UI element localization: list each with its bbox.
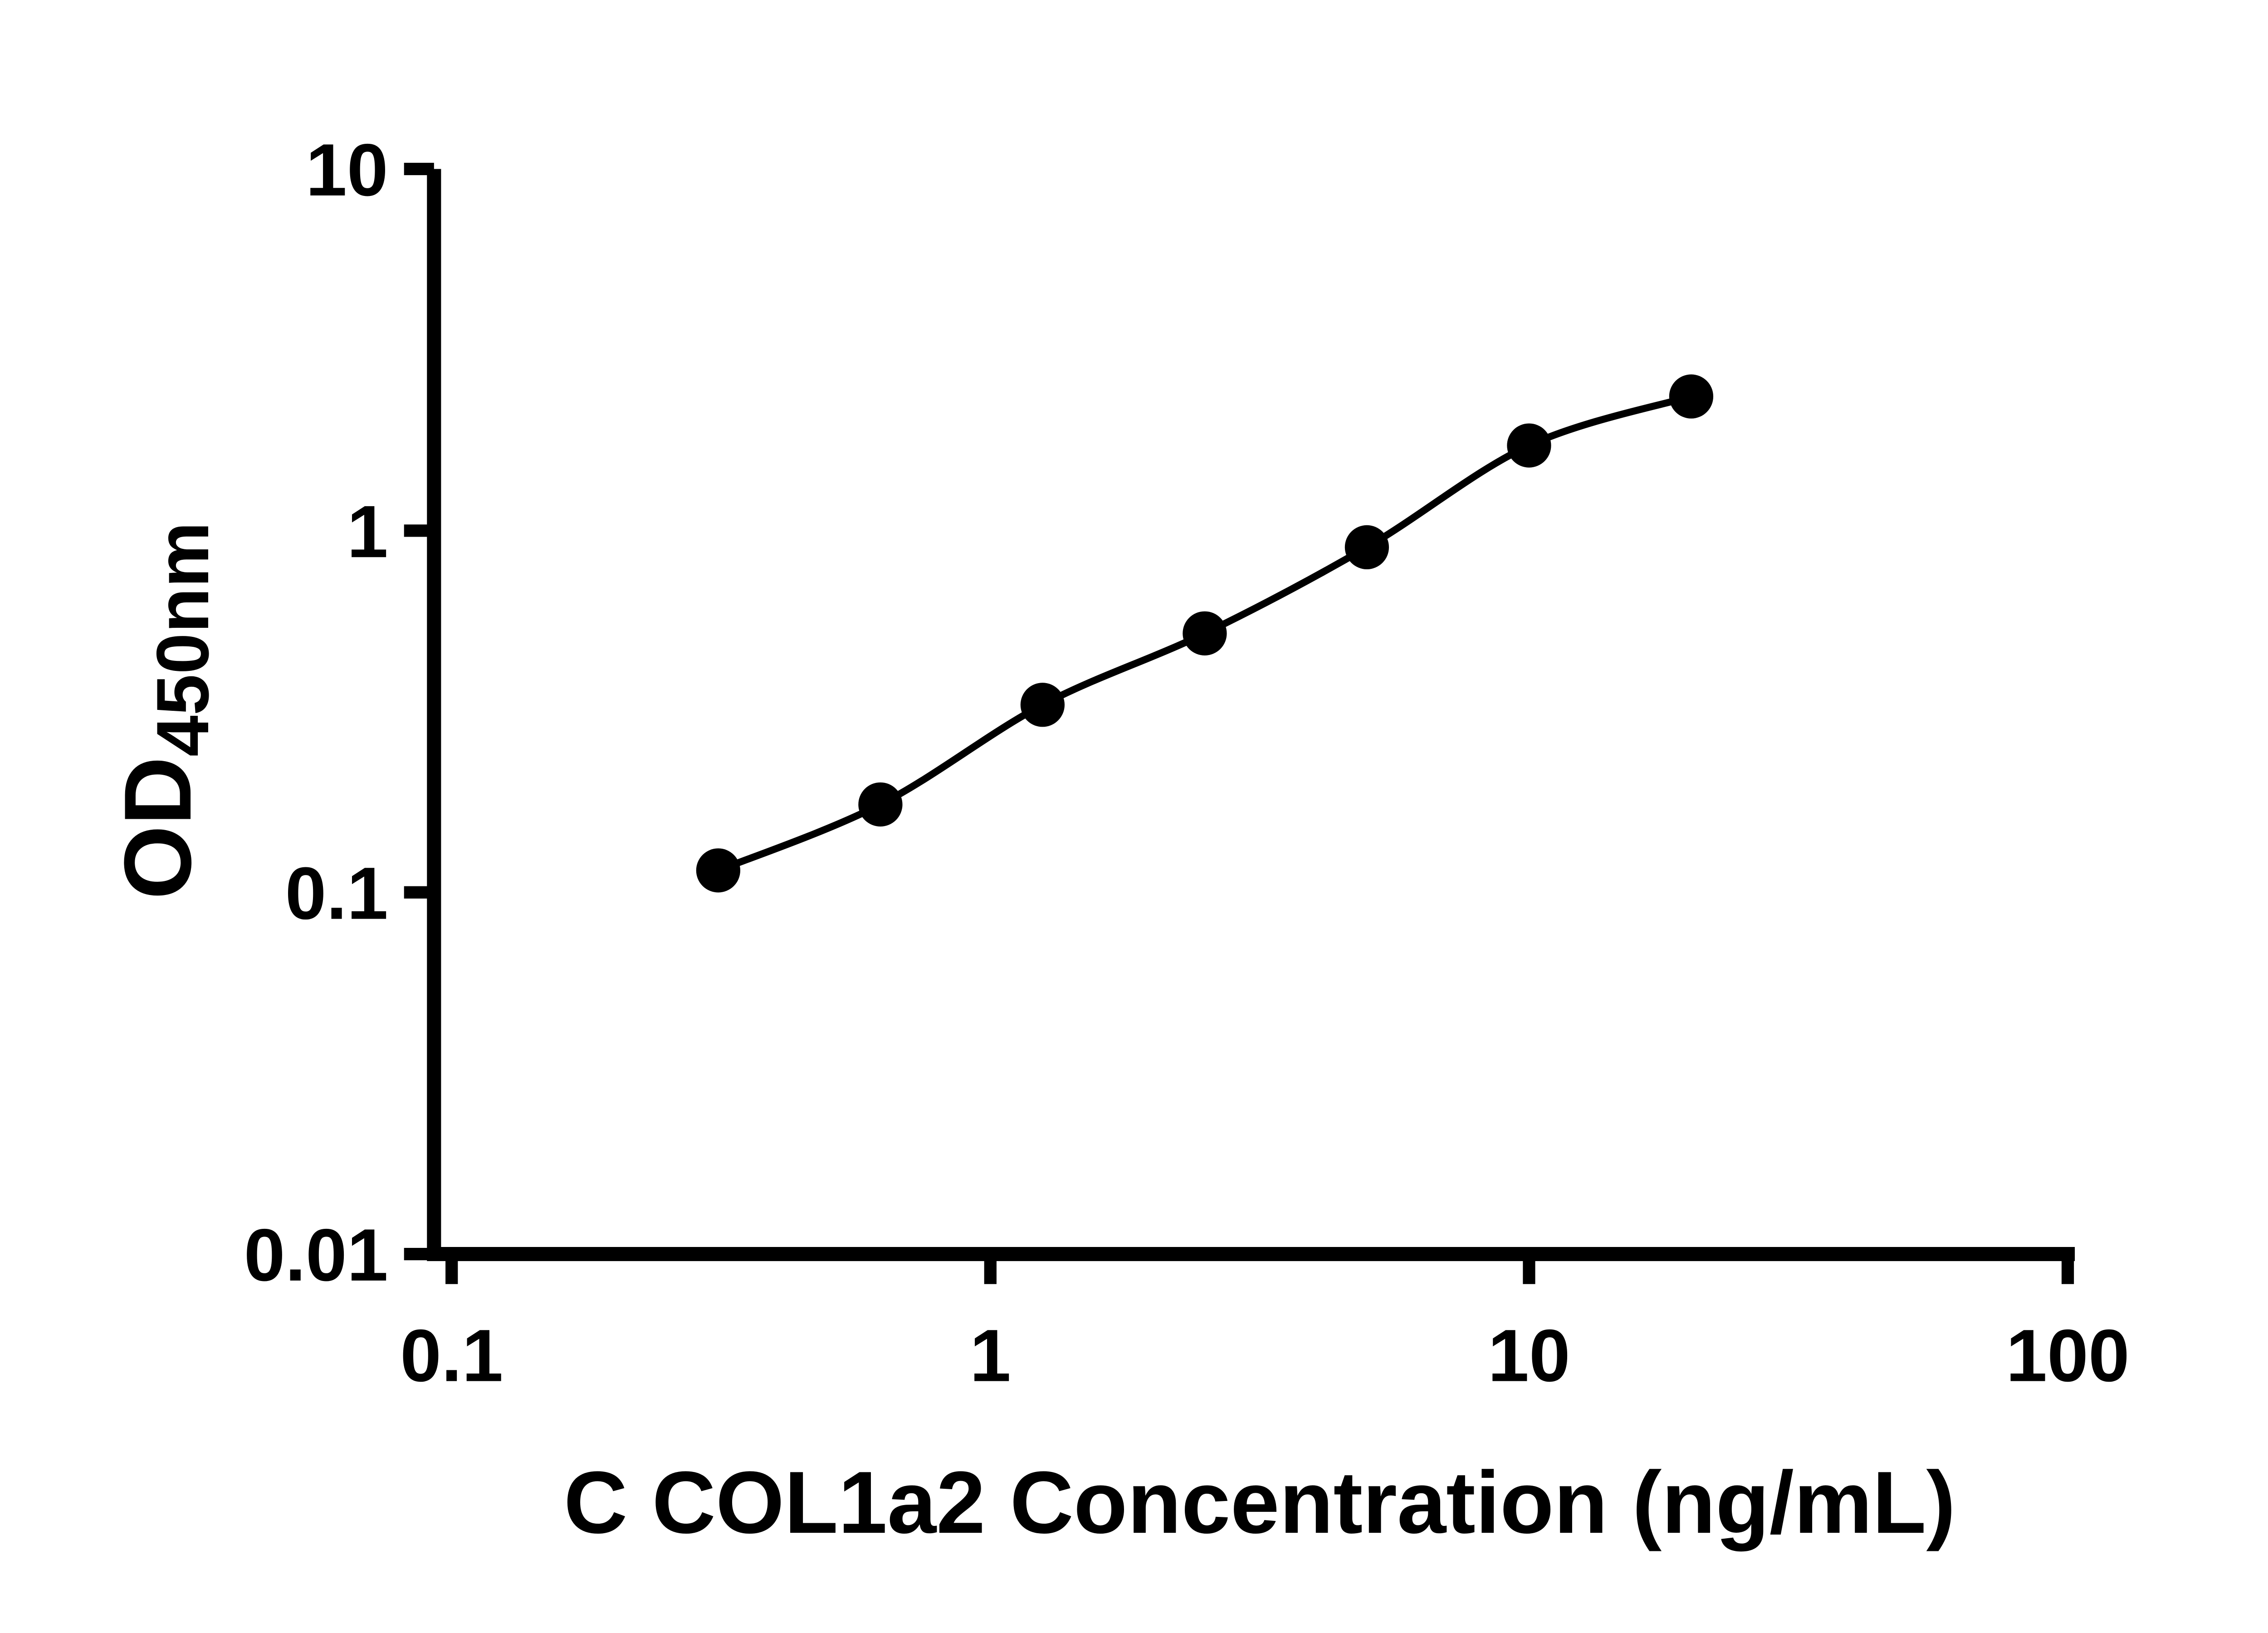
y-tick-label: 0.01 (244, 1213, 388, 1296)
y-axis-title-subscript: 450nm (141, 522, 224, 757)
axis-lines (427, 169, 2075, 1261)
x-tick-label: 10 (1488, 1314, 1570, 1397)
data-point (858, 782, 903, 827)
data-point (696, 848, 741, 893)
x-tick-label: 1 (970, 1314, 1011, 1397)
x-tick-label: 100 (2006, 1314, 2130, 1397)
data-point (1507, 423, 1551, 468)
data-point (1669, 374, 1714, 419)
y-tick-label: 0.1 (285, 852, 388, 935)
data-point (1344, 525, 1389, 569)
y-tick-label: 10 (306, 128, 388, 211)
y-axis-title-main: OD (104, 757, 211, 900)
x-axis-title: C COL1a2 Concentration (ng/mL) (564, 1453, 1955, 1552)
data-point (1183, 611, 1227, 655)
y-tick-label: 1 (347, 490, 388, 573)
x-tick-label: 0.1 (400, 1314, 503, 1397)
data-point (1020, 683, 1065, 727)
y-axis-title: OD450nm (104, 522, 224, 900)
